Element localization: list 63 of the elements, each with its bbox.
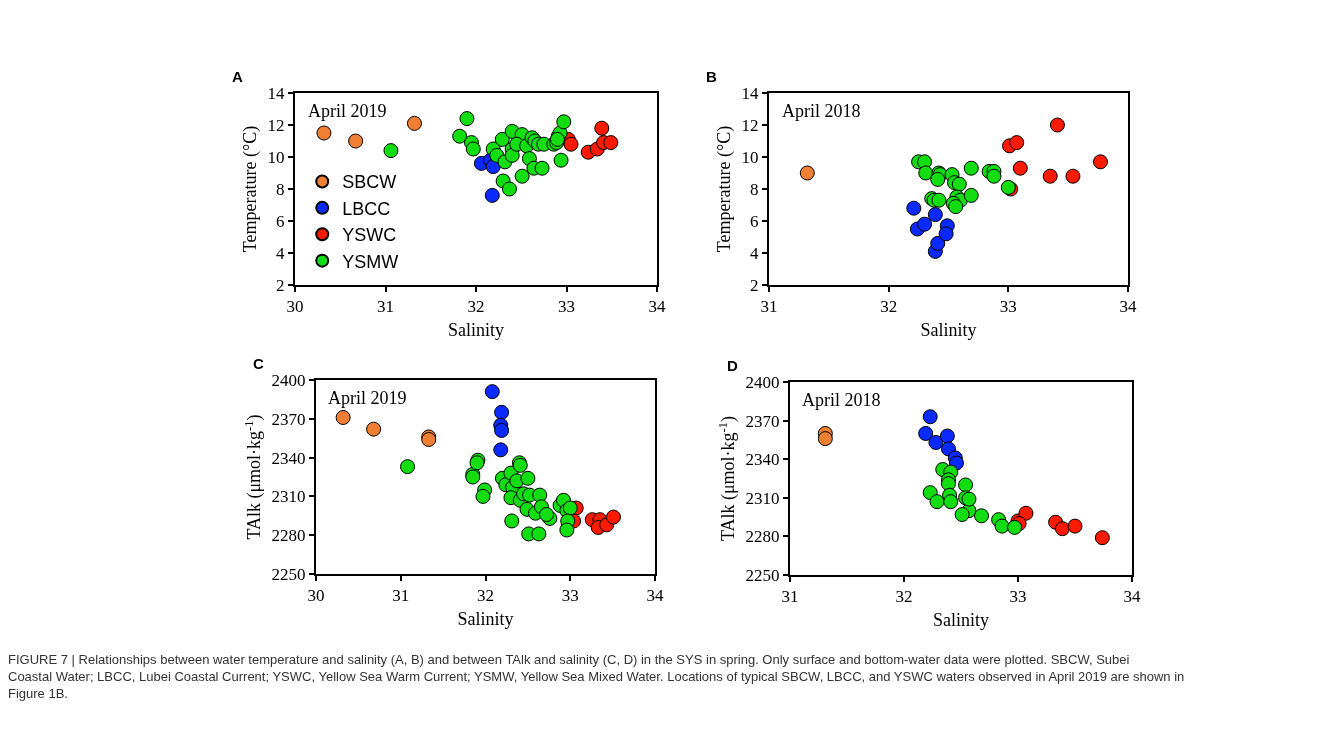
annotation: April 2018 [782, 101, 861, 121]
x-axis-title: Salinity [932, 610, 990, 630]
chart-title: B [706, 68, 717, 85]
y-tick-label: 2 [276, 275, 285, 295]
y-tick-label: 2 [750, 275, 759, 295]
y-tick-label: 2370 [745, 411, 780, 431]
legend-label: YSMW [342, 251, 399, 272]
x-axis-title: Salinity [447, 320, 505, 340]
x-tick-label: 31 [781, 587, 799, 607]
y-tick-label: 2280 [271, 526, 306, 546]
y-tick-label: 12 [267, 115, 285, 135]
y-tick-label: 6 [276, 211, 285, 231]
legend-label: YSWC [342, 225, 397, 246]
y-axis-title: Temperature (°C) [240, 125, 262, 253]
y-tick-label: 2280 [745, 527, 780, 547]
y-tick-label: 14 [267, 83, 286, 103]
y-tick-label: 2340 [271, 448, 306, 468]
y-tick-label: 2400 [271, 370, 306, 390]
x-tick-label: 33 [999, 297, 1017, 317]
x-tick-label: 33 [1009, 587, 1027, 607]
y-tick-label: 8 [750, 179, 759, 199]
chart-title: A [232, 68, 243, 85]
x-tick-label: 34 [646, 586, 664, 606]
y-tick-label: 8 [276, 179, 285, 199]
y-tick-label: 6 [750, 211, 759, 231]
x-tick-label: 33 [558, 297, 575, 317]
y-tick-label: 2340 [745, 450, 780, 470]
x-tick-label: 32 [477, 586, 494, 606]
x-tick-label: 33 [561, 586, 579, 606]
x-tick-label: 30 [286, 297, 304, 317]
y-tick-label: 14 [741, 83, 760, 103]
x-tick-label: 34 [1119, 297, 1137, 317]
annotation: April 2019 [328, 388, 407, 408]
y-tick-label: 2370 [271, 409, 306, 429]
annotation: April 2018 [802, 390, 881, 410]
y-tick-label: 4 [276, 243, 286, 263]
legend-label: SBCW [342, 172, 397, 193]
x-axis-title: Salinity [457, 609, 514, 629]
x-tick-label: 31 [392, 586, 410, 606]
y-tick-label: 12 [741, 115, 759, 135]
y-tick-label: 2250 [745, 565, 780, 585]
y-tick-label: 2250 [271, 564, 306, 584]
x-tick-label: 34 [1123, 587, 1141, 607]
y-axis-title: Temperature (°C) [714, 125, 736, 253]
x-axis-title: Salinity [920, 320, 977, 340]
annotation: April 2019 [308, 101, 387, 121]
x-tick-label: 31 [760, 297, 778, 317]
y-tick-label: 4 [750, 243, 760, 263]
y-tick-label: 10 [267, 147, 285, 167]
x-tick-label: 34 [648, 297, 666, 317]
chart-title: C [253, 355, 264, 372]
chart-title: D [727, 357, 738, 374]
y-tick-label: 2310 [271, 487, 306, 507]
x-tick-label: 30 [307, 586, 325, 606]
x-tick-label: 32 [895, 587, 913, 607]
y-tick-label: 2310 [745, 488, 780, 508]
caption: FIGURE 7 | Relationships between water temperature and salinity (A, B) and between TAlk and salinity (C, D) in the SYS in spring. Only surface and bottom-water data were plotted. SBCW, Subei Coastal Water; LBCC, Lubei Coastal Current; YSWC, Yellow Sea Warm Current; YSMW, Yellow Sea Mixed Water. Locations of typical SBCW, LBCC, and YSWC waters observed in April 2019 are shown in Figure 1B. [8, 652, 1185, 701]
y-tick-label: 10 [741, 147, 759, 167]
x-tick-label: 32 [880, 297, 898, 317]
x-tick-label: 32 [467, 297, 485, 317]
x-tick-label: 31 [377, 297, 394, 317]
y-tick-label: 2400 [745, 372, 780, 392]
legend-label: LBCC [342, 198, 391, 219]
